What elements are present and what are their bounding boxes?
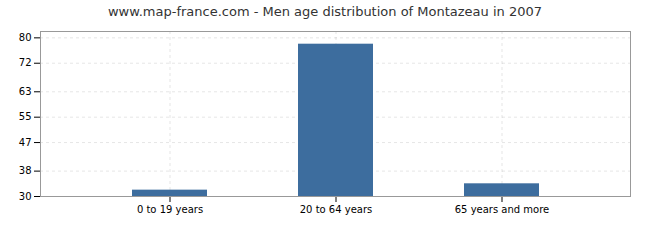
svg-text:30: 30 (19, 191, 32, 202)
svg-text:20 to 64 years: 20 to 64 years (300, 204, 373, 215)
svg-text:0 to 19 years: 0 to 19 years (137, 204, 203, 215)
svg-text:65 years and more: 65 years and more (455, 204, 550, 215)
svg-text:55: 55 (19, 111, 32, 122)
svg-text:80: 80 (19, 32, 32, 43)
html-text:www.map-france.com - Men age d: www.map-france.com - Men age distributio… (108, 4, 542, 19)
svg-text:72: 72 (19, 57, 32, 68)
svg-text:47: 47 (19, 137, 32, 148)
svg-text:63: 63 (19, 86, 32, 97)
svg-text:38: 38 (19, 165, 32, 176)
